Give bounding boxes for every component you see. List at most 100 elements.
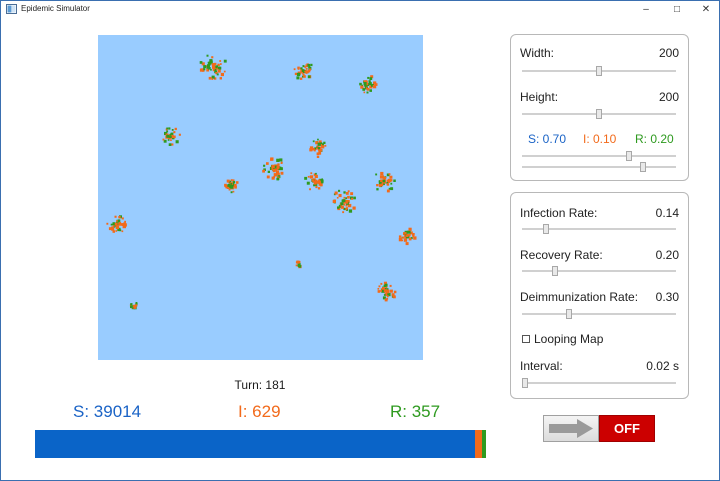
map-cell bbox=[277, 172, 279, 175]
map-cell bbox=[305, 67, 308, 70]
map-cell bbox=[117, 227, 121, 232]
power-state-indicator[interactable]: OFF bbox=[599, 415, 655, 442]
map-cell bbox=[166, 134, 170, 138]
map-cell bbox=[116, 220, 118, 222]
map-cell bbox=[208, 63, 211, 66]
deimmunization-rate-thumb[interactable] bbox=[566, 309, 573, 319]
map-cell bbox=[343, 191, 346, 194]
recovery-rate-slider[interactable] bbox=[522, 270, 676, 272]
map-cell bbox=[299, 77, 303, 80]
map-cell bbox=[383, 176, 387, 180]
map-cell bbox=[369, 89, 372, 92]
start-button[interactable] bbox=[543, 415, 599, 442]
infection-rate-slider[interactable] bbox=[522, 228, 676, 230]
map-cell bbox=[392, 295, 395, 298]
map-cell bbox=[403, 232, 406, 236]
map-cell bbox=[115, 225, 120, 230]
recovery-rate-thumb[interactable] bbox=[551, 266, 558, 276]
map-cell bbox=[364, 84, 367, 87]
map-cell bbox=[363, 82, 367, 86]
map-cell bbox=[206, 68, 210, 72]
map-cell bbox=[170, 132, 174, 136]
map-cell bbox=[318, 140, 322, 144]
map-cell bbox=[408, 237, 412, 241]
map-cell bbox=[378, 181, 382, 185]
map-cell bbox=[234, 185, 237, 189]
looping-map-label[interactable]: Looping Map bbox=[534, 332, 604, 346]
map-cell bbox=[342, 211, 345, 214]
close-button[interactable]: ✕ bbox=[701, 4, 711, 15]
map-cell bbox=[162, 138, 165, 141]
map-cell bbox=[296, 76, 300, 80]
map-cell bbox=[112, 230, 115, 233]
s-ratio-label: S: 0.70 bbox=[528, 132, 567, 146]
map-cell bbox=[307, 175, 310, 178]
map-cell bbox=[294, 72, 298, 76]
map-cell bbox=[208, 76, 212, 80]
i-ratio-thumb[interactable] bbox=[640, 162, 647, 172]
map-cell bbox=[217, 69, 221, 73]
map-cell bbox=[373, 81, 376, 84]
map-cell bbox=[317, 138, 319, 141]
arrow-right-icon bbox=[549, 419, 593, 438]
map-cell bbox=[206, 67, 209, 70]
looping-map-checkbox[interactable] bbox=[522, 335, 530, 343]
map-cell bbox=[401, 239, 403, 242]
map-cell bbox=[386, 290, 390, 294]
deimmunization-rate-slider[interactable] bbox=[522, 313, 676, 315]
bar-susceptible bbox=[35, 430, 475, 458]
map-cell bbox=[300, 67, 303, 70]
map-cell bbox=[367, 76, 370, 79]
recovery-rate-value: 0.20 bbox=[655, 248, 679, 262]
interval-slider[interactable] bbox=[522, 382, 676, 384]
minimize-button[interactable]: – bbox=[643, 4, 649, 15]
map-cell bbox=[372, 84, 377, 89]
s-ratio-thumb[interactable] bbox=[625, 151, 632, 161]
map-cell bbox=[345, 197, 347, 200]
map-cell bbox=[178, 133, 181, 136]
turn-label: Turn: 181 bbox=[234, 378, 286, 392]
map-cell bbox=[276, 158, 280, 162]
map-cell bbox=[386, 183, 390, 186]
map-cell bbox=[297, 66, 300, 70]
run-toggle-button[interactable]: OFF bbox=[543, 415, 655, 442]
map-cell bbox=[276, 165, 280, 169]
map-cell bbox=[228, 180, 232, 184]
map-cell bbox=[220, 63, 222, 65]
map-cell bbox=[219, 60, 222, 62]
map-cell bbox=[375, 173, 378, 176]
height-label: Height: bbox=[520, 90, 559, 104]
map-cell bbox=[163, 139, 167, 143]
infected-count: I: 629 bbox=[238, 402, 281, 421]
map-cell bbox=[310, 63, 313, 67]
map-cell bbox=[377, 288, 380, 290]
height-slider-thumb[interactable] bbox=[596, 109, 602, 119]
map-cell bbox=[172, 136, 175, 140]
interval-thumb[interactable] bbox=[522, 378, 528, 388]
width-slider-thumb[interactable] bbox=[596, 66, 602, 76]
ratio-slider-i[interactable] bbox=[522, 166, 676, 168]
map-cell bbox=[313, 173, 317, 176]
title-bar[interactable]: Epidemic Simulator – □ ✕ bbox=[1, 1, 719, 18]
width-label: Width: bbox=[520, 46, 555, 60]
map-cell bbox=[403, 238, 408, 242]
map-cell bbox=[276, 170, 279, 174]
map-cell bbox=[338, 194, 342, 198]
map-cell bbox=[215, 65, 218, 69]
map-cell bbox=[315, 186, 318, 189]
map-cell bbox=[309, 148, 313, 152]
map-cell bbox=[304, 70, 307, 73]
map-cell bbox=[230, 179, 233, 182]
map-cell bbox=[363, 91, 366, 94]
map-cell bbox=[271, 164, 275, 169]
map-cell bbox=[316, 155, 320, 158]
map-cell bbox=[166, 127, 169, 130]
infection-rate-thumb[interactable] bbox=[542, 224, 549, 234]
map-cell bbox=[303, 75, 306, 78]
map-cell bbox=[385, 286, 388, 289]
ratio-slider-s[interactable] bbox=[522, 155, 676, 157]
map-cell bbox=[360, 85, 364, 89]
maximize-button[interactable]: □ bbox=[673, 4, 681, 15]
map-cell bbox=[322, 143, 324, 146]
map-cell bbox=[343, 196, 346, 199]
